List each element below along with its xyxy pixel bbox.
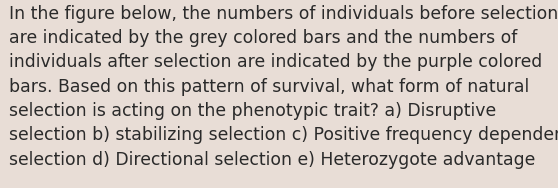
- Text: In the figure below, the numbers of individuals before selection
are indicated b: In the figure below, the numbers of indi…: [9, 5, 558, 168]
